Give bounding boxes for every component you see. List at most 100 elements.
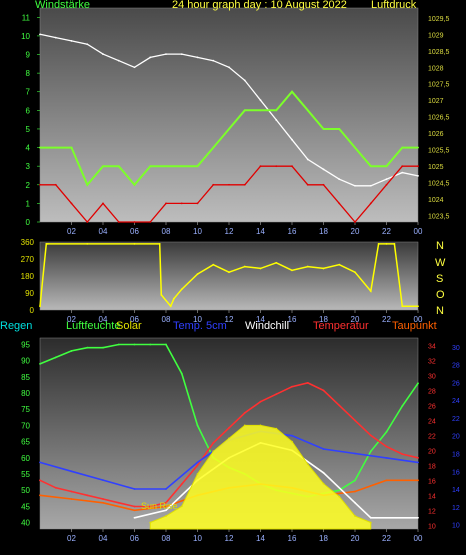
data-point-temperatur (70, 490, 73, 493)
data-point-p2-0 (417, 305, 419, 308)
data-point-temperatur (212, 441, 215, 444)
data-point-luftfeuchte (180, 372, 183, 375)
data-point-temperatur (39, 479, 41, 482)
data-point-p1-0 (165, 53, 167, 55)
data-point-p1-2 (133, 221, 136, 223)
y-tick-label-right-blue: 24 (452, 398, 460, 405)
y-tick-label-right-red: 16 (428, 478, 436, 485)
series-area-solar (149, 424, 372, 530)
data-point-p1-0 (102, 53, 104, 55)
y-tick-label-left: 90 (21, 357, 30, 366)
data-point-temperatur (165, 501, 167, 504)
x-tick-label: 12 (225, 227, 234, 236)
data-point-p1-1 (417, 146, 419, 149)
data-point-p1-2 (149, 221, 152, 223)
data-point-solar (322, 482, 325, 485)
data-point-temperatur (338, 404, 341, 407)
data-point-p2-0 (338, 263, 341, 266)
data-point-p1-0 (369, 184, 372, 187)
y-tick-label-right: 1028 (428, 65, 444, 72)
data-point-temperatur (180, 483, 183, 485)
y-tick-label-right: 1027 (428, 98, 444, 105)
data-point-p1-0 (212, 59, 215, 62)
y-tick-label-left: 75 (21, 405, 30, 414)
data-point-temp-5cm (354, 452, 356, 455)
data-point-temperatur (117, 501, 120, 504)
data-point-p1-1 (385, 165, 388, 168)
data-point-solar (149, 521, 152, 524)
y-tick-label-left: 180 (21, 272, 35, 281)
data-point-p1-2 (291, 165, 293, 168)
data-point-p1-0 (354, 184, 356, 187)
data-point-solar (228, 437, 230, 440)
y-tick-label-right: 1026 (428, 131, 444, 138)
data-point-p1-0 (149, 56, 152, 59)
x-tick-label: 12 (225, 534, 234, 543)
chart-title: 24 hour graph day : 10 August 2022 (172, 0, 347, 11)
data-point-p1-0 (259, 99, 262, 102)
x-tick-label: 02 (67, 227, 76, 236)
data-point-p2-0 (243, 265, 246, 268)
data-point-solar (165, 515, 167, 517)
data-point-p1-1 (401, 146, 404, 149)
data-point-temp-5cm (165, 488, 167, 490)
legend-temperatur: Temperatur (313, 320, 369, 332)
data-point-temperatur (322, 389, 325, 392)
x-tick-label: 00 (414, 315, 423, 324)
data-point-luftfeuchte (417, 382, 419, 385)
x-tick-label: 02 (67, 315, 76, 324)
x-tick-label: 18 (319, 534, 328, 543)
x-tick-label: 22 (382, 534, 391, 543)
data-point-p1-2 (180, 202, 183, 205)
data-point-temp-5cm (291, 434, 293, 437)
data-point-p1-0 (54, 36, 57, 39)
x-tick-label: 16 (288, 534, 297, 543)
data-point-p2-0 (228, 271, 230, 274)
data-point-solar (212, 450, 215, 453)
data-point-p1-2 (117, 221, 120, 223)
data-point-p1-2 (322, 183, 325, 186)
data-point-p2-0 (377, 242, 380, 245)
y-tick-label-right: 1025,5 (428, 148, 450, 155)
data-point-luftfeuchte (196, 424, 199, 427)
data-point-p2-0 (306, 265, 309, 268)
data-point-taupunkt (417, 479, 419, 482)
data-point-p1-0 (243, 79, 246, 82)
data-point-p1-1 (133, 183, 136, 186)
x-tick-label: 20 (351, 227, 360, 236)
data-point-luftfeuchte (133, 343, 136, 346)
data-point-p1-1 (228, 128, 230, 130)
wind-dir-w: W (435, 257, 446, 269)
data-point-p2-0 (196, 273, 199, 276)
x-tick-label: 04 (99, 227, 108, 236)
y-tick-label-right-red: 14 (428, 493, 436, 500)
data-point-p2-0 (133, 242, 136, 245)
data-point-p1-1 (39, 146, 41, 149)
data-point-temperatur (243, 412, 246, 414)
data-point-temperatur (417, 456, 419, 459)
data-point-luftfeuchte (86, 346, 89, 349)
data-point-p2-0 (45, 242, 48, 245)
y-tick-label-left: 5 (26, 125, 31, 134)
data-point-taupunkt (102, 501, 104, 504)
data-point-p2-0 (158, 242, 161, 245)
data-point-temperatur (149, 505, 152, 508)
y-tick-label-right-blue: 16 (452, 469, 460, 476)
data-point-p2-0 (39, 305, 41, 308)
data-point-solar (338, 495, 341, 498)
header-right: Luftdruck (371, 0, 417, 11)
y-tick-label-left: 65 (21, 438, 30, 447)
data-point-luftfeuchte (354, 479, 356, 482)
y-tick-label-left: 8 (26, 69, 31, 78)
x-tick-label: 14 (256, 315, 265, 324)
y-tick-label-left: 270 (21, 255, 35, 264)
data-point-temp-5cm (385, 457, 388, 459)
data-point-p1-1 (102, 165, 104, 168)
data-point-temp-5cm (39, 461, 41, 464)
data-point-p1-1 (291, 90, 293, 93)
y-tick-label-left: 360 (21, 238, 35, 247)
x-tick-label: 10 (193, 315, 202, 324)
data-point-luftfeuchte (165, 343, 167, 346)
y-tick-label-right-blue: 10 (452, 523, 460, 530)
